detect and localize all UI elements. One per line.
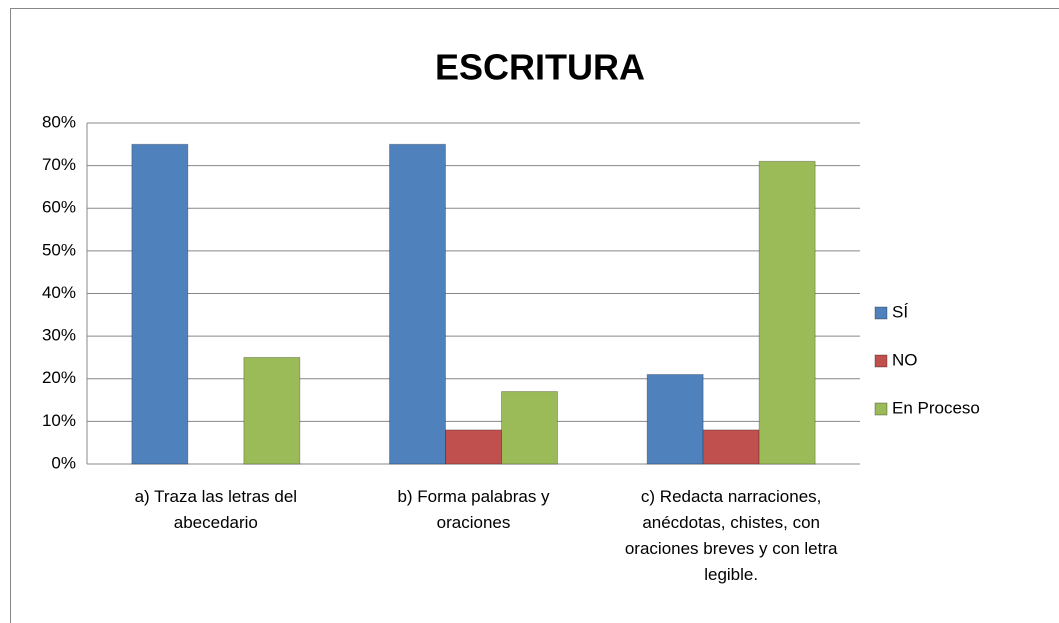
legend-swatch <box>874 306 888 320</box>
bar <box>389 143 446 465</box>
y-tick-label: 50% <box>42 240 76 259</box>
y-tick-label: 80% <box>42 112 76 131</box>
y-tick-label: 20% <box>42 368 76 387</box>
bar <box>445 429 502 465</box>
bar <box>501 391 558 465</box>
legend-swatch <box>874 354 888 368</box>
bar <box>243 356 301 465</box>
chart-title: ESCRITURA <box>435 47 645 88</box>
bar <box>131 143 189 465</box>
legend-label: NO <box>892 350 918 369</box>
y-tick-label: 60% <box>42 198 76 217</box>
y-tick-label: 40% <box>42 283 76 302</box>
bar <box>646 373 704 465</box>
y-tick-label: 30% <box>42 326 76 345</box>
chart-border <box>10 8 1059 623</box>
bar <box>758 160 816 465</box>
y-tick-label: 10% <box>42 411 76 430</box>
x-tick-label: b) Forma palabras y oraciones <box>397 487 550 532</box>
x-tick-label: c) Redacta narraciones, anécdotas, chist… <box>624 487 838 584</box>
legend-label: En Proceso <box>892 398 980 417</box>
y-tick-label: 0% <box>51 453 76 472</box>
x-tick-label: a) Traza las letras del abecedario <box>134 487 298 532</box>
legend-swatch <box>874 402 888 416</box>
bar <box>702 429 760 465</box>
y-tick-label: 70% <box>42 155 76 174</box>
legend-label: SÍ <box>892 302 908 321</box>
